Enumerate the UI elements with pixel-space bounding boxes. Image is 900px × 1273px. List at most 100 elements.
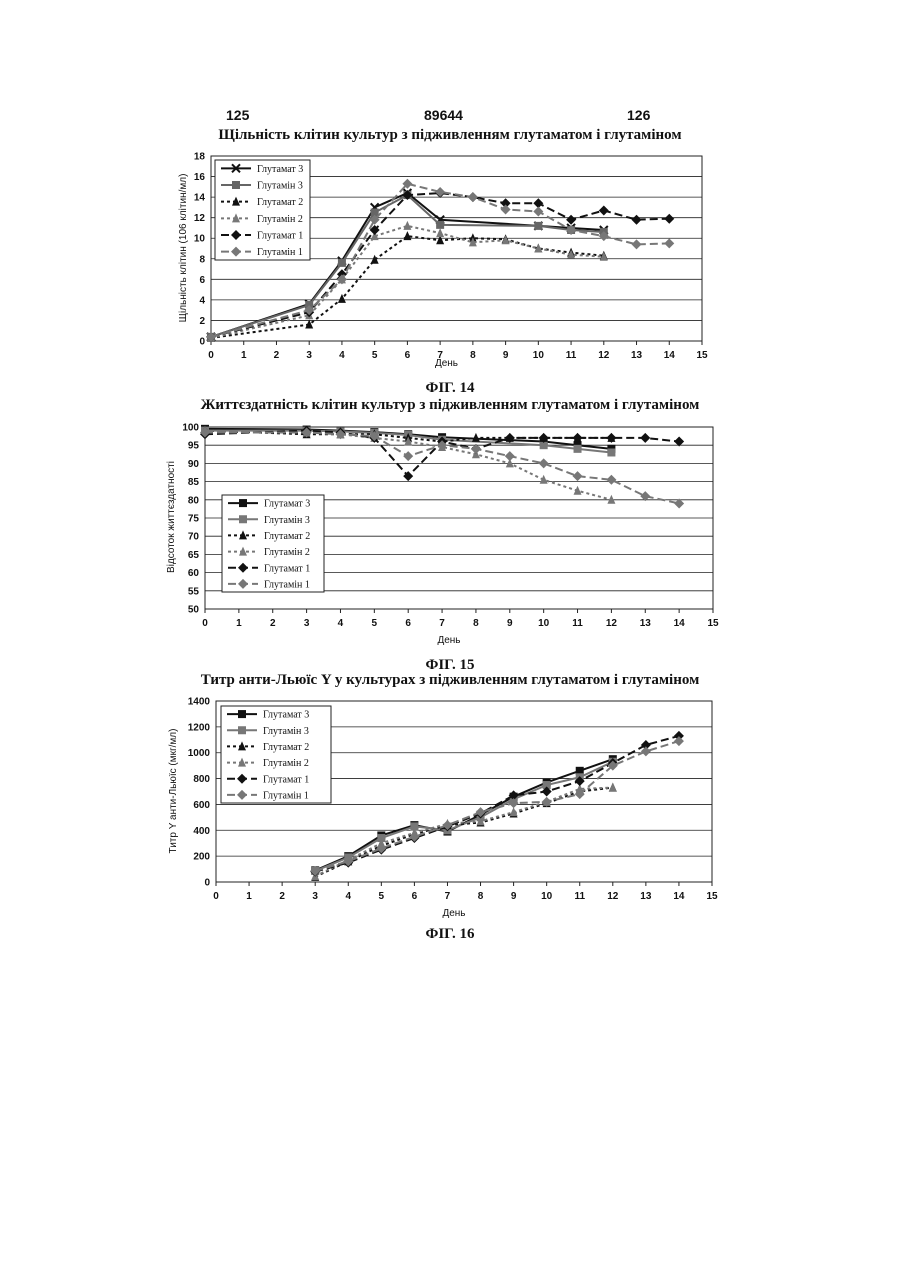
x-tick-label: 1 [236,618,242,629]
x-tick-label: 12 [598,350,610,361]
y-tick-label: 16 [194,172,206,183]
x-tick-label: 14 [674,618,686,629]
x-tick-label: 3 [304,618,310,629]
y-tick-label: 10 [194,234,206,245]
x-tick-label: 0 [202,618,208,629]
y-tick-label: 95 [188,441,200,452]
y-tick-label: 80 [188,495,200,506]
y-tick-label: 65 [188,550,200,561]
x-tick-label: 11 [572,618,583,629]
legend-entry: Глутамат 1 [263,774,309,785]
y-tick-label: 400 [193,826,210,837]
x-tick-label: 13 [640,891,652,902]
x-tick-label: 8 [470,350,476,361]
legend: Глутамат 3Глутамін 3Глутамат 2Глутамін 2… [221,706,331,803]
legend-entry: Глутамат 2 [264,531,310,542]
x-tick-label: 1 [241,350,247,361]
chart1-title: Щільність клітин культур з підживленням … [0,127,900,144]
legend-entry: Глутамат 2 [263,742,309,753]
x-axis-label: День [442,908,465,919]
chart-cell-density: 0246810121416180123456789101112131415Ден… [0,148,900,398]
data-point [501,204,511,214]
x-tick-label: 0 [208,350,214,361]
y-tick-label: 1000 [188,748,211,759]
data-point [472,433,480,442]
y-tick-label: 75 [188,514,200,525]
data-point [573,471,583,481]
y-tick-label: 600 [193,800,210,811]
x-tick-label: 7 [439,618,445,629]
x-tick-label: 11 [566,350,577,361]
legend: Глутамат 3Глутамін 3Глутамат 2Глутамін 2… [222,495,324,592]
y-axis-label: Титр Y анти-Льюїс (мкг/мл) [168,729,179,854]
y-tick-label: 55 [188,586,200,597]
chart-viability: 5055606570758085909510001234567891011121… [0,417,900,662]
legend: Глутамат 3Глутамін 3Глутамат 2Глутамін 2… [215,160,310,260]
data-point [505,451,515,461]
y-axis-label: Щільність клітин (106 клітин/мл) [178,174,189,323]
data-point [574,445,582,453]
x-tick-label: 4 [345,891,351,902]
legend-entry: Глутамат 2 [257,197,303,208]
data-point [403,221,411,230]
x-tick-label: 15 [706,891,718,902]
data-point [436,221,444,229]
y-tick-label: 1400 [188,697,211,708]
data-point [468,192,478,202]
x-tick-label: 3 [312,891,318,902]
legend-entry: Глутамін 1 [263,790,309,801]
y-tick-label: 800 [193,774,210,785]
data-point [664,214,674,224]
data-point [607,448,615,456]
x-tick-label: 2 [274,350,280,361]
x-tick-label: 10 [541,891,553,902]
x-tick-label: 15 [696,350,708,361]
x-tick-label: 4 [338,618,344,629]
data-point [609,783,617,792]
figure-label-14: ФІГ. 14 [0,380,900,397]
x-tick-label: 13 [631,350,643,361]
y-axis-label: Відсоток життєздатності [166,461,177,573]
chart2-title: Життєздатність клітин культур з підживле… [0,397,900,414]
chart3-title: Титр анти-Льюїс Y у культурах з підживле… [0,672,900,689]
legend-marker [239,499,247,507]
data-point [566,215,576,225]
chart-anti-lewis-y-titer: 0200400600800100012001400012345678910111… [0,693,900,933]
y-tick-label: 100 [182,423,199,434]
legend-entry: Глутамін 2 [264,547,310,558]
data-point [664,238,674,248]
legend-entry: Глутамін 2 [263,758,309,769]
y-tick-label: 1200 [188,722,211,733]
series-line [315,788,613,877]
data-point [338,259,346,267]
legend-entry: Глутамін 2 [257,214,303,225]
page-number-right: 126 [627,107,650,123]
series-line [315,788,613,877]
series-3 [311,783,617,881]
data-point [436,228,444,237]
data-point [510,807,518,816]
x-tick-label: 14 [664,350,676,361]
series-2 [311,758,617,875]
x-tick-label: 3 [306,350,312,361]
y-tick-label: 2 [199,316,205,327]
y-tick-label: 12 [194,213,206,224]
y-tick-label: 14 [194,193,206,204]
x-tick-label: 10 [533,350,545,361]
x-tick-label: 2 [270,618,276,629]
series-4 [311,783,617,881]
data-point [606,475,616,485]
legend-marker [238,710,246,718]
data-point [435,187,445,197]
legend-entry: Глутамат 3 [263,710,309,721]
x-tick-label: 2 [279,891,285,902]
data-point [502,235,510,244]
y-tick-label: 6 [199,275,205,286]
x-tick-label: 12 [607,891,619,902]
x-tick-label: 9 [503,350,509,361]
x-tick-label: 9 [507,618,513,629]
legend-marker [232,181,240,189]
x-tick-label: 11 [574,891,585,902]
legend-box [215,160,310,260]
x-axis-label: День [437,635,460,646]
